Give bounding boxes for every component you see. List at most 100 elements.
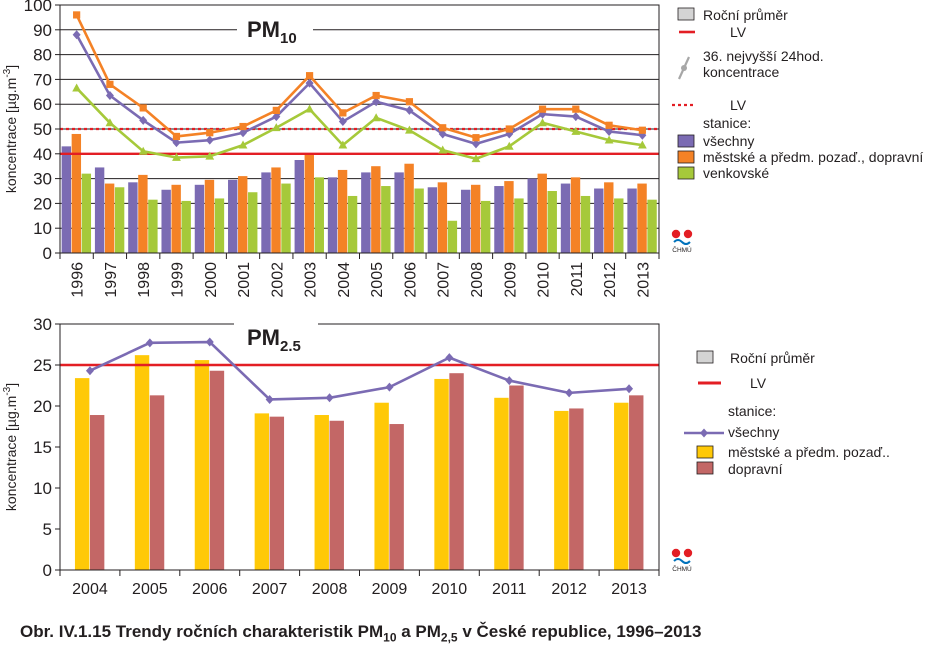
data-point: [538, 105, 547, 113]
bar: [637, 183, 647, 253]
legend-item-label: městské a předm. pozaď., dopravní: [703, 149, 923, 165]
data-point: [205, 337, 214, 347]
y-tick-label: 30: [33, 170, 52, 189]
caption-mid: a PM: [396, 622, 441, 641]
y-tick-label: 5: [43, 520, 52, 539]
x-tick-label: 2007: [436, 262, 453, 298]
data-point: [239, 128, 248, 138]
data-point: [405, 105, 414, 115]
title-backdrop: [237, 11, 313, 43]
bar: [404, 163, 414, 253]
bar: [161, 189, 171, 253]
bar: [537, 173, 547, 253]
data-point: [265, 394, 274, 404]
bar: [480, 200, 491, 253]
y-tick-label: 0: [43, 561, 52, 580]
bar: [604, 182, 614, 253]
data-point: [471, 154, 481, 163]
bar: [614, 402, 629, 570]
bar: [570, 177, 581, 253]
legend-item-label: všechny: [703, 133, 754, 149]
bar: [374, 402, 389, 570]
data-point: [305, 78, 314, 88]
bar: [294, 160, 304, 253]
bar-series-2: [89, 370, 644, 570]
data-point: [239, 122, 247, 131]
x-tick-label: 2013: [635, 262, 652, 298]
figure-caption: Obr. IV.1.15 Trendy ročních charakterist…: [20, 622, 701, 644]
y-tick-label: 25: [33, 356, 52, 375]
chmu-logo: ČHMÚ: [671, 548, 693, 573]
bar: [304, 153, 314, 253]
bar: [114, 187, 125, 253]
y-tick-label: 0: [43, 244, 52, 263]
data-point: [172, 152, 181, 161]
line-series-3: [72, 83, 647, 163]
legend-marker-label-2: koncentrace: [703, 64, 779, 80]
x-tick-label: 2004: [72, 581, 108, 598]
bar: [74, 378, 90, 570]
data-point: [105, 91, 114, 101]
bar: [449, 373, 464, 570]
bar-series-1: [61, 146, 637, 253]
logo-dot-left: [671, 548, 681, 558]
data-point: [372, 97, 381, 107]
data-point: [73, 11, 81, 19]
bar: [627, 188, 637, 253]
x-tick-label: 2001: [236, 262, 253, 298]
bar: [494, 397, 509, 570]
bar: [89, 415, 105, 570]
x-tick-label: 2007: [252, 581, 288, 598]
y-tick-label: 100: [24, 0, 52, 15]
data-point: [637, 140, 647, 149]
y-tick-label: 10: [33, 219, 52, 238]
data-point: [138, 146, 148, 155]
title-backdrop: [234, 319, 318, 353]
bar: [128, 182, 138, 253]
x-tick-label: 2003: [303, 262, 320, 298]
data-point: [272, 112, 281, 122]
bar: [149, 395, 165, 570]
y-tick-label: 70: [33, 70, 52, 89]
bar: [447, 220, 458, 253]
data-point: [206, 129, 214, 137]
x-tick-label: 2005: [369, 262, 386, 298]
bar: [148, 199, 158, 253]
bar: [414, 188, 424, 253]
x-tick-label: 2000: [203, 262, 220, 298]
bar: [434, 378, 449, 570]
data-point: [438, 145, 448, 154]
bar: [181, 200, 191, 253]
bar: [504, 181, 514, 253]
y-tick-label: 15: [33, 438, 52, 457]
bar: [514, 198, 524, 253]
bar: [94, 167, 105, 253]
bar: [494, 186, 504, 253]
bar: [554, 410, 569, 570]
data-point: [105, 118, 115, 127]
x-tick-label: 2005: [132, 581, 168, 598]
legend-marker-dot: [681, 65, 687, 71]
bar: [269, 416, 285, 570]
bar: [314, 415, 329, 570]
data-point: [272, 106, 280, 114]
x-tick-label: 2012: [602, 262, 619, 298]
bar: [194, 184, 205, 253]
y-tick-label: 20: [33, 194, 52, 213]
x-tick-label: 2006: [402, 262, 419, 298]
logo-dot-left: [671, 229, 681, 239]
line-series-2: [73, 11, 646, 142]
x-tick-label: 2012: [551, 581, 587, 598]
legend-lv-dotted-label: LV: [730, 97, 747, 113]
x-tick-label: 1997: [103, 262, 120, 298]
x-tick-label: 2013: [611, 581, 647, 598]
x-tick-label: 2006: [192, 581, 228, 598]
y-tick-label: 40: [33, 145, 52, 164]
data-point: [145, 338, 154, 348]
y-tick-label: 10: [33, 479, 52, 498]
data-point: [72, 30, 81, 40]
caption-prefix: Obr. IV.1.15 Trendy ročních charakterist…: [20, 622, 384, 641]
bar: [327, 177, 338, 253]
data-point: [85, 366, 94, 376]
caption-sub-10: 10: [383, 630, 397, 645]
